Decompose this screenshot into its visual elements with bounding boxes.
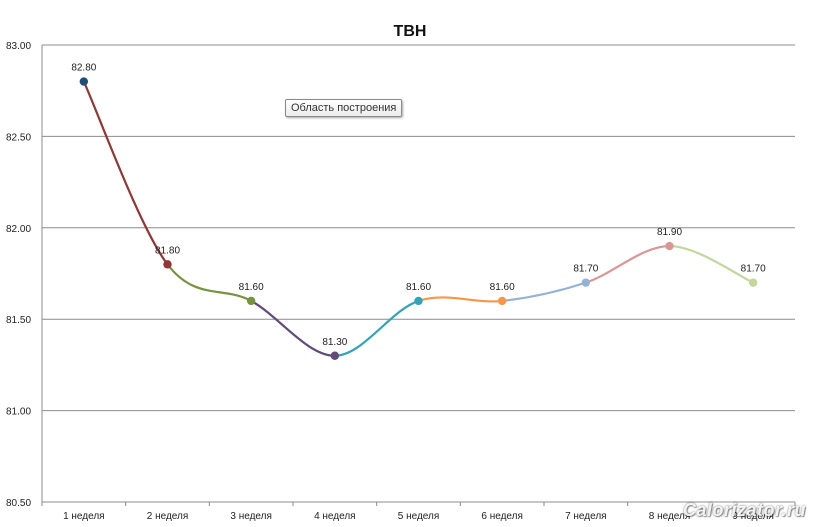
data-label: 81.70 [741,264,766,275]
series-segment [502,281,587,303]
y-tick-label: 82.00 [6,224,31,235]
y-axis-tick-labels: 80.50 81.00 81.50 82.00 82.50 83.00 [6,41,31,509]
watermark-logo: Calorizator.ru [682,500,806,520]
data-label: 81.60 [406,282,431,293]
data-point [79,77,89,86]
x-tick-label: 1 неделя [63,511,105,522]
y-tick-label: 81.00 [6,407,31,418]
series-segment [166,263,252,302]
y-tick-label: 81.50 [6,315,31,326]
data-point [665,241,674,251]
series-segment [585,244,670,284]
y-tick-label: 80.50 [6,498,31,509]
plot-area-tooltip: Область построения [285,99,403,117]
x-tick-label: 7 неделя [565,511,607,522]
x-tick-label: 4 неделя [314,511,356,522]
axes [41,45,796,506]
series-segment [334,299,419,357]
gridlines [42,44,795,412]
data-label: 82.80 [71,63,96,74]
data-point [246,296,256,306]
series-segment [669,244,754,284]
data-label: 81.80 [155,245,180,256]
chart-title: ТВН [394,23,427,40]
series-segment [418,296,503,303]
x-tick-label: 3 неделя [230,511,272,522]
data-label: 81.70 [573,264,598,275]
data-label: 81.60 [239,282,264,293]
data-point [414,296,423,306]
x-tick-label: 9 неделя [732,511,774,522]
x-tick-label: 6 неделя [481,511,523,522]
x-tick-label: 5 неделя [398,511,440,522]
data-point [330,351,340,360]
data-point [497,296,507,306]
data-label: 81.30 [322,337,347,348]
series-line [82,81,754,357]
x-axis-tick-labels: 1 неделя 2 неделя 3 неделя 4 неделя 5 неделя… [63,511,774,522]
series-segment [82,81,169,266]
data-label: 81.60 [490,282,515,293]
x-tick-label: 8 неделя [649,511,691,522]
y-tick-label: 83.00 [6,41,31,52]
data-point [163,260,172,269]
series-points [79,77,758,360]
data-label: 81.90 [657,227,682,238]
x-tick-label: 2 неделя [147,511,189,522]
data-point [748,278,758,287]
data-labels: 82.80 81.80 81.60 81.30 81.60 81.60 81.70 81.90… [71,63,766,348]
data-point [581,278,591,287]
series-segment [250,299,335,357]
y-tick-label: 82.50 [6,132,31,143]
